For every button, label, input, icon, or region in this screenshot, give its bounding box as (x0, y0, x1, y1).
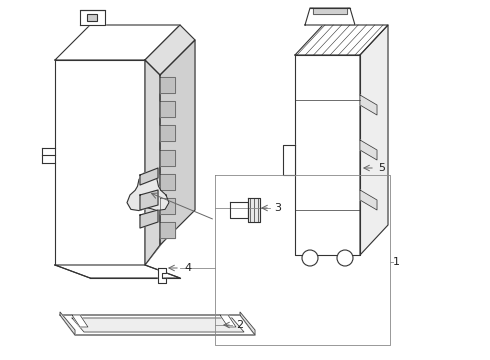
Polygon shape (80, 10, 105, 25)
Polygon shape (72, 315, 88, 327)
Polygon shape (140, 190, 158, 210)
Polygon shape (220, 315, 236, 327)
Text: 5: 5 (378, 163, 385, 173)
Polygon shape (360, 25, 388, 255)
Text: 3: 3 (274, 203, 281, 213)
Polygon shape (295, 25, 388, 55)
Polygon shape (140, 168, 158, 185)
Text: 4: 4 (184, 263, 191, 273)
Polygon shape (360, 190, 377, 210)
Polygon shape (283, 145, 295, 175)
Polygon shape (145, 25, 180, 265)
Circle shape (302, 250, 318, 266)
Polygon shape (230, 202, 248, 218)
Polygon shape (145, 60, 160, 265)
Polygon shape (140, 210, 158, 228)
Polygon shape (160, 40, 195, 245)
Polygon shape (55, 60, 145, 265)
Polygon shape (240, 312, 255, 335)
Polygon shape (360, 140, 377, 160)
Polygon shape (305, 8, 355, 25)
Polygon shape (160, 174, 175, 190)
Polygon shape (72, 318, 244, 332)
Circle shape (337, 250, 353, 266)
Polygon shape (160, 149, 175, 166)
Bar (87, 14, 97, 21)
Polygon shape (295, 55, 360, 255)
Text: 1: 1 (393, 257, 400, 267)
Polygon shape (160, 101, 175, 117)
Polygon shape (60, 315, 255, 335)
Polygon shape (160, 222, 175, 238)
Polygon shape (160, 198, 175, 214)
Polygon shape (127, 173, 169, 211)
Polygon shape (313, 8, 347, 14)
Polygon shape (160, 125, 175, 141)
Polygon shape (248, 198, 260, 222)
Polygon shape (360, 95, 377, 115)
Polygon shape (160, 77, 175, 93)
Polygon shape (60, 312, 75, 335)
Polygon shape (55, 25, 180, 60)
Polygon shape (158, 268, 166, 283)
Polygon shape (145, 25, 195, 75)
Polygon shape (55, 265, 180, 278)
Text: 2: 2 (236, 320, 243, 330)
